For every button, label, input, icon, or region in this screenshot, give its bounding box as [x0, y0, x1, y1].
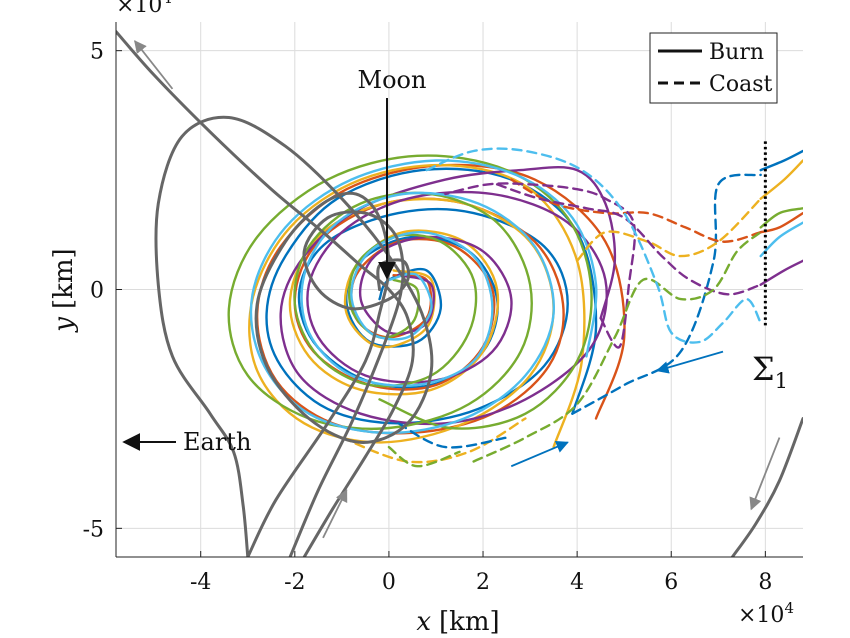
trajectory-blue-solid-0: [265, 167, 598, 425]
y-tick-label: 5: [90, 40, 104, 65]
trajectory-cyan-solid-5: [249, 159, 598, 435]
earth-annotation: Earth: [122, 428, 251, 456]
trajectory-blue-dashed-6: [571, 173, 762, 415]
trajectory-gray-solid-24: [288, 210, 411, 557]
trajectory-curves: [116, 30, 803, 557]
earth-label: Earth: [183, 428, 251, 456]
trajectory-purple-dashed-10: [495, 183, 762, 296]
legend-coast-label: Coast: [709, 72, 772, 97]
x-tick-label: 8: [758, 570, 772, 595]
x-axis-label: x [km]: [416, 607, 499, 637]
x-tick-label: 6: [664, 570, 678, 595]
y-tick-labels: -5 0 5: [83, 40, 104, 543]
x-tick-label: -4: [190, 570, 211, 595]
direction-arrow-2: [749, 437, 781, 511]
moon-annotation: Moon: [358, 66, 427, 280]
x-tick-label: 2: [476, 570, 490, 595]
x-exponent-label: ×104: [738, 599, 794, 628]
trajectory-blue-solid-16: [759, 149, 803, 172]
trajectory-blue-dashed-14: [397, 422, 508, 449]
legend-burn-label: Burn: [709, 40, 764, 65]
y-tick-label: 0: [90, 279, 104, 304]
y-exponent-label: ×104: [116, 0, 172, 18]
direction-arrow-1: [322, 488, 348, 539]
trajectory-purple-dashed-9: [444, 182, 637, 349]
legend-box: [649, 32, 778, 104]
section-label: Σ1: [752, 350, 788, 393]
x-tick-labels: -4 -2 0 2 4 6 8: [190, 570, 772, 595]
trajectory-gray-solid-23: [154, 115, 434, 557]
direction-arrows: [134, 40, 781, 539]
trajectory-orange-dashed-7: [510, 178, 762, 243]
trajectory-purple-solid-3: [279, 166, 617, 426]
x-tick-label: -2: [284, 570, 305, 595]
direction-arrow-3: [510, 440, 569, 468]
legend: Burn Coast: [649, 32, 778, 104]
y-axis-label: y[km]: [49, 248, 79, 332]
trajectory-green-dashed-11: [472, 231, 762, 463]
trajectory-yellow-solid-17: [759, 159, 803, 200]
direction-arrow-4: [655, 350, 724, 374]
trajectory-green-dashed-15: [387, 445, 461, 468]
moon-label: Moon: [358, 66, 427, 94]
trajectory-cyan-dashed-12: [425, 147, 762, 344]
x-tick-label: 4: [570, 570, 584, 595]
direction-arrow-0: [134, 40, 174, 90]
x-tick-label: 0: [382, 570, 396, 595]
trajectory-gray-solid-25: [730, 417, 803, 557]
trajectory-cyan-solid-20: [759, 221, 803, 258]
y-tick-label: -5: [83, 517, 104, 542]
trajectory-purple-solid-21: [759, 259, 803, 286]
trajectory-yellow-dashed-8: [575, 197, 762, 262]
